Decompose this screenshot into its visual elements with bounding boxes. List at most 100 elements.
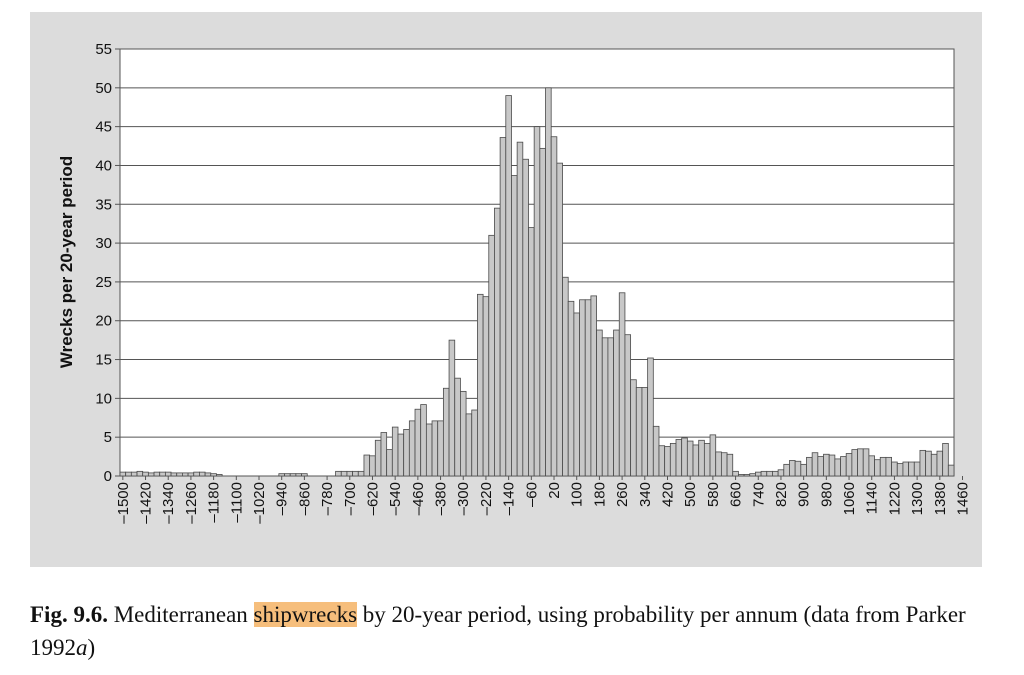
bar [119, 471, 127, 477]
x-tick-label: 260 [614, 482, 631, 507]
bar [494, 207, 501, 477]
bar [817, 456, 824, 477]
bar [709, 434, 717, 477]
x-tick-label: 1460 [955, 482, 972, 515]
bar [936, 450, 944, 477]
x-tick-label: 1300 [909, 482, 926, 515]
figure-number: Fig. 9.6. [30, 602, 108, 627]
bar [369, 455, 376, 477]
y-tick-label: 5 [104, 429, 112, 446]
y-tick-label: 0 [104, 468, 112, 485]
caption-text-end: by 20-year period, using probability per… [30, 602, 966, 660]
bar [630, 379, 637, 477]
bar [675, 439, 683, 477]
bar [301, 473, 308, 477]
x-tick-label: –1420 [138, 482, 155, 524]
bar [465, 413, 473, 477]
bar [528, 227, 535, 477]
bar [579, 299, 586, 477]
bar [862, 448, 870, 477]
bar [176, 472, 183, 477]
x-tick-label: –620 [364, 482, 381, 515]
bar [442, 387, 450, 477]
bar [374, 439, 382, 477]
bar [340, 470, 348, 477]
bar [930, 453, 938, 477]
bar [686, 440, 694, 477]
bar [278, 473, 285, 477]
bar [743, 474, 751, 477]
bar [210, 473, 217, 477]
bar [125, 471, 132, 477]
bar [477, 293, 484, 477]
x-tick-label: 980 [818, 482, 835, 507]
bar [460, 390, 467, 477]
bar [703, 442, 711, 477]
bar [352, 470, 359, 477]
bar [845, 453, 853, 477]
y-tick-label: 20 [95, 313, 112, 330]
bar [437, 420, 444, 477]
bar [357, 470, 365, 477]
bar [772, 470, 779, 477]
bar [448, 339, 456, 477]
bar [879, 456, 887, 477]
bar [738, 474, 745, 477]
y-tick-label: 55 [95, 41, 112, 58]
bar [726, 453, 734, 477]
bar [749, 473, 756, 477]
bar [363, 454, 371, 477]
bar [715, 451, 722, 477]
caption-closing: ) [87, 635, 96, 660]
bar [794, 460, 802, 477]
x-tick-label: –220 [478, 482, 495, 515]
bar [783, 463, 790, 477]
bar [130, 471, 138, 477]
x-tick-label: 1060 [841, 482, 858, 515]
x-tick-label: 580 [705, 482, 722, 507]
bar [590, 295, 597, 477]
bar [199, 471, 206, 477]
bars [119, 87, 955, 477]
bar [789, 460, 796, 477]
bar [635, 387, 643, 477]
bar [760, 470, 768, 477]
bar [454, 377, 461, 477]
bar [766, 470, 773, 477]
x-tick-label: 660 [728, 482, 745, 507]
x-tick-label: 100 [569, 482, 586, 507]
x-tick-label: 820 [773, 482, 790, 507]
bar [613, 329, 620, 477]
bar [505, 95, 512, 477]
x-tick-label: 20 [546, 482, 563, 499]
bar [420, 404, 427, 477]
x-tick-label: 420 [659, 482, 676, 507]
caption-text-start: Mediterranean [107, 602, 254, 627]
bar [403, 429, 410, 477]
x-tick-label: 180 [591, 482, 608, 507]
bar [193, 471, 200, 477]
bar [925, 450, 932, 477]
bar [624, 334, 632, 477]
bar [896, 463, 904, 477]
x-tick-label: –380 [433, 482, 450, 515]
bar [755, 471, 762, 477]
x-tick-label: –1180 [206, 482, 223, 523]
bar [153, 471, 161, 477]
x-tick-label: –1020 [251, 482, 268, 524]
x-tick-label: 500 [682, 482, 699, 507]
bar [618, 292, 626, 477]
bar [539, 147, 546, 477]
bar [482, 296, 490, 477]
bar [596, 329, 603, 477]
bar [488, 234, 495, 477]
x-tick-label: 340 [637, 482, 654, 507]
caption-highlight: shipwrecks [253, 602, 358, 627]
bar [777, 469, 785, 477]
bar [142, 471, 149, 477]
bar [545, 87, 552, 477]
figure-caption: Fig. 9.6. Mediterranean shipwrecks by 20… [30, 598, 1000, 664]
bar [891, 461, 898, 477]
y-tick-label: 50 [95, 80, 112, 97]
bar [147, 472, 155, 477]
